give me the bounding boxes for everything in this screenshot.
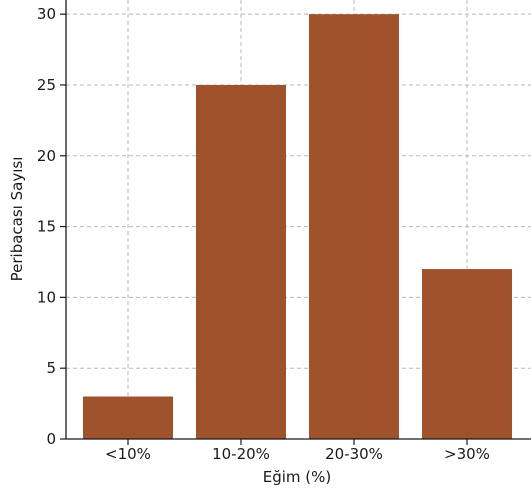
x-tick-label: 10-20% (212, 445, 270, 463)
bar-0 (83, 396, 173, 439)
x-tick-label: <10% (105, 445, 151, 463)
y-tick-label: 25 (37, 76, 56, 94)
bar-3 (422, 269, 512, 439)
bars (83, 14, 512, 440)
x-tick-label: 20-30% (325, 445, 383, 463)
x-axis-label: Eğim (%) (263, 468, 332, 486)
y-tick-label: 10 (37, 288, 56, 306)
bar-2 (309, 14, 399, 440)
y-tick-label: 15 (37, 218, 56, 236)
axes (65, 0, 531, 440)
y-axis-ticks: 0 5 10 15 20 25 30 (37, 5, 66, 448)
bar-1 (196, 84, 286, 439)
y-tick-label: 0 (46, 430, 56, 448)
y-tick-label: 5 (46, 359, 56, 377)
y-tick-label: 20 (37, 147, 56, 165)
y-tick-label: 30 (37, 5, 56, 23)
x-tick-label: >30% (444, 445, 490, 463)
y-axis-label: Peribacası Sayısı (8, 157, 26, 282)
x-axis-ticks: <10% 10-20% 20-30% >30% (105, 439, 490, 463)
